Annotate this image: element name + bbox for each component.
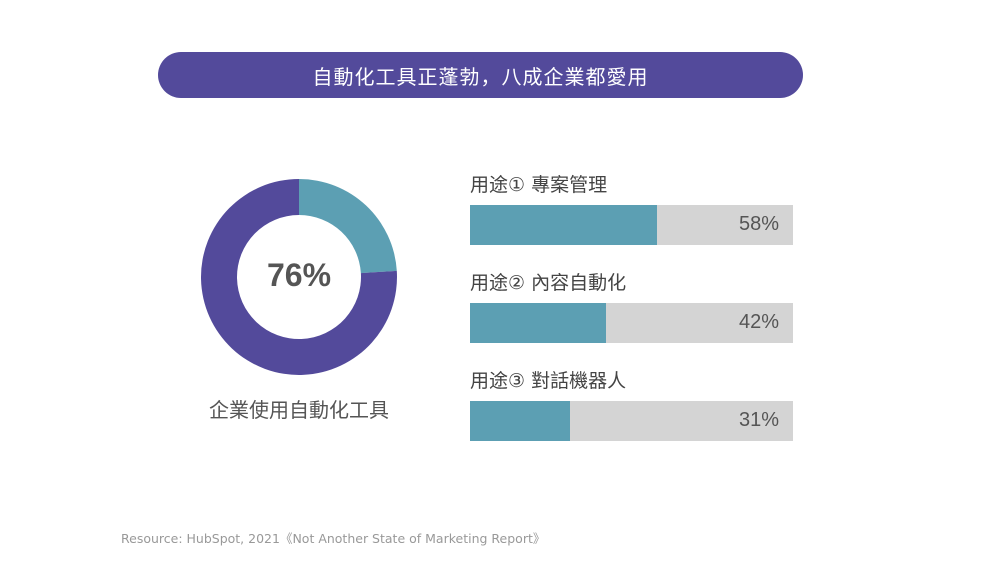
bar-fill	[470, 401, 571, 441]
bar-fill	[470, 303, 606, 343]
donut-slice	[299, 179, 397, 274]
bar-label: 用途① 專案管理	[470, 174, 608, 196]
title-banner: 自動化工具正蓬勃，八成企業都愛用	[158, 52, 803, 98]
bar-value-label: 42%	[738, 311, 779, 333]
chart-title: 自動化工具正蓬勃，八成企業都愛用	[312, 64, 649, 89]
bar-track: 31%	[470, 401, 793, 441]
bar-label: 用途③ 對話機器人	[470, 370, 627, 392]
donut-chart	[201, 179, 397, 375]
bar-track: 42%	[470, 303, 793, 343]
donut-center-value: 76%	[266, 257, 332, 293]
donut-slice	[201, 179, 397, 375]
bar-value-label: 58%	[738, 213, 779, 235]
bar-track: 58%	[470, 205, 793, 245]
bar-value-label: 31%	[738, 409, 779, 431]
source-note: Resource: HubSpot, 2021《Not Another Stat…	[121, 531, 546, 546]
donut-label: 企業使用自動化工具	[209, 398, 389, 422]
bar-label: 用途② 內容自動化	[470, 272, 627, 294]
bar-fill	[470, 205, 658, 245]
